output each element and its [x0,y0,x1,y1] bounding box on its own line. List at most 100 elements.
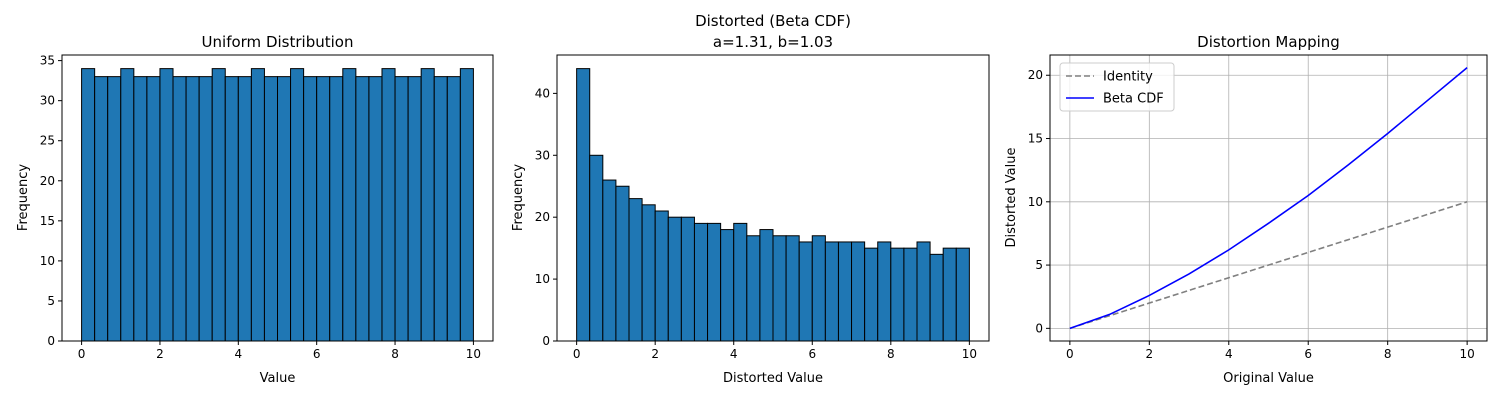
legend: Identity Beta CDF [1059,62,1175,112]
histogram-bar [224,76,239,342]
histogram-bar [263,76,278,342]
x-tick-label: 0 [78,347,86,361]
chart-title: Distortion Mapping [1197,33,1340,51]
y-tick-label: 0 [47,334,55,348]
plot-area: 0 2 4 6 8 10 0 10 20 30 40 [535,54,990,361]
y-axis-label: Frequency [16,164,31,231]
histogram-bar [720,229,735,342]
histogram-bar [628,198,643,342]
x-tick-label: 2 [156,347,164,361]
x-tick-label: 2 [651,347,659,361]
histogram-bar [185,76,200,342]
x-tick-label: 8 [887,347,895,361]
y-tick-label: 30 [40,94,55,108]
uniform-histogram-panel: Uniform Distribution Value Frequency 0 2 4… [16,33,494,386]
histogram-bar [746,235,761,342]
x-tick-label: 6 [808,347,816,361]
x-tick-label: 8 [1384,347,1392,361]
x-tick-label: 10 [1459,347,1474,361]
y-tick-label: 20 [40,174,55,188]
histogram-bar [667,216,682,342]
y-tick-label: 10 [535,272,550,286]
x-axis-label: Distorted Value [723,371,823,386]
y-tick-label: 10 [40,254,55,268]
histogram-bar [420,68,435,342]
histogram-bar [955,247,970,342]
histogram-bar [146,76,161,342]
histogram-bar [329,76,344,342]
histogram-bar [381,68,396,342]
histogram-bar [407,76,422,342]
histogram-bar [237,76,252,342]
y-axis-label: Distorted Value [1004,148,1019,248]
x-tick-label: 4 [1225,347,1233,361]
x-tick-label: 6 [313,347,321,361]
histogram-bar [433,76,448,342]
y-tick-label: 25 [40,134,55,148]
histogram-bar [94,76,109,342]
y-tick-label: 40 [535,86,550,100]
histogram-bar [459,68,474,342]
histogram-bar [576,68,591,342]
histogram-bar [368,76,383,342]
legend-box [1059,62,1175,112]
chart-title: Distorted (Beta CDF) [695,12,851,30]
distortion-mapping-panel: Distortion Mapping Original Value Distor… [1004,33,1488,386]
histogram-bar [211,68,226,342]
histogram-bar [316,76,331,342]
histogram-bar [693,222,709,342]
series-line-beta-cdf [1069,67,1468,330]
histogram-bar [903,247,918,342]
x-tick-label: 2 [1145,347,1153,361]
y-tick-label: 15 [1028,132,1043,146]
plot-area: Identity Beta CDF 0 2 4 6 8 10 0 5 10 15 20 [1028,54,1488,361]
histogram-bar [707,222,722,342]
histogram-bar [929,253,944,342]
histogram-bar [120,68,135,342]
histogram-bar [589,154,604,342]
histogram-bar [680,216,695,342]
histogram-bar [133,76,148,342]
histogram-bar [290,68,305,342]
x-tick-label: 4 [234,347,242,361]
histogram-bar [303,76,318,342]
chart-title: Uniform Distribution [202,33,354,51]
histogram-bar [864,247,879,342]
histogram-bar [785,235,800,342]
y-tick-label: 30 [535,148,550,162]
histogram-bar [890,247,905,342]
x-tick-label: 10 [466,347,481,361]
y-tick-label: 0 [1035,321,1043,335]
axes-frame [1049,54,1488,342]
y-axis-label: Frequency [511,164,526,231]
x-axis-label: Value [260,371,296,386]
histogram-bar [602,179,617,342]
histogram-bar [851,241,866,342]
x-axis-label: Original Value [1223,371,1314,386]
x-tick-label: 0 [1066,347,1074,361]
plot-area: 0 2 4 6 8 10 0 5 10 15 20 25 30 35 [40,54,494,361]
histogram-bar [355,76,370,342]
legend-label: Beta CDF [1103,92,1164,107]
y-tick-label: 35 [40,54,55,68]
histogram-bar [446,76,461,342]
y-tick-label: 5 [1035,258,1043,272]
histogram-bar [654,210,669,342]
histogram-bar [198,76,213,342]
y-tick-label: 5 [47,294,55,308]
histogram-bar [798,241,813,342]
y-tick-label: 0 [542,334,550,348]
x-tick-label: 4 [730,347,738,361]
x-tick-label: 0 [573,347,581,361]
y-tick-label: 20 [1028,68,1043,82]
axes-frame [556,54,990,342]
series-line-identity [1069,201,1468,330]
histogram-bar [837,241,853,342]
y-tick-label: 20 [535,210,550,224]
legend-label: Identity [1103,70,1153,85]
x-tick-label: 6 [1304,347,1312,361]
x-tick-label: 10 [962,347,977,361]
y-tick-label: 10 [1028,195,1043,209]
histogram-bar [811,235,826,342]
